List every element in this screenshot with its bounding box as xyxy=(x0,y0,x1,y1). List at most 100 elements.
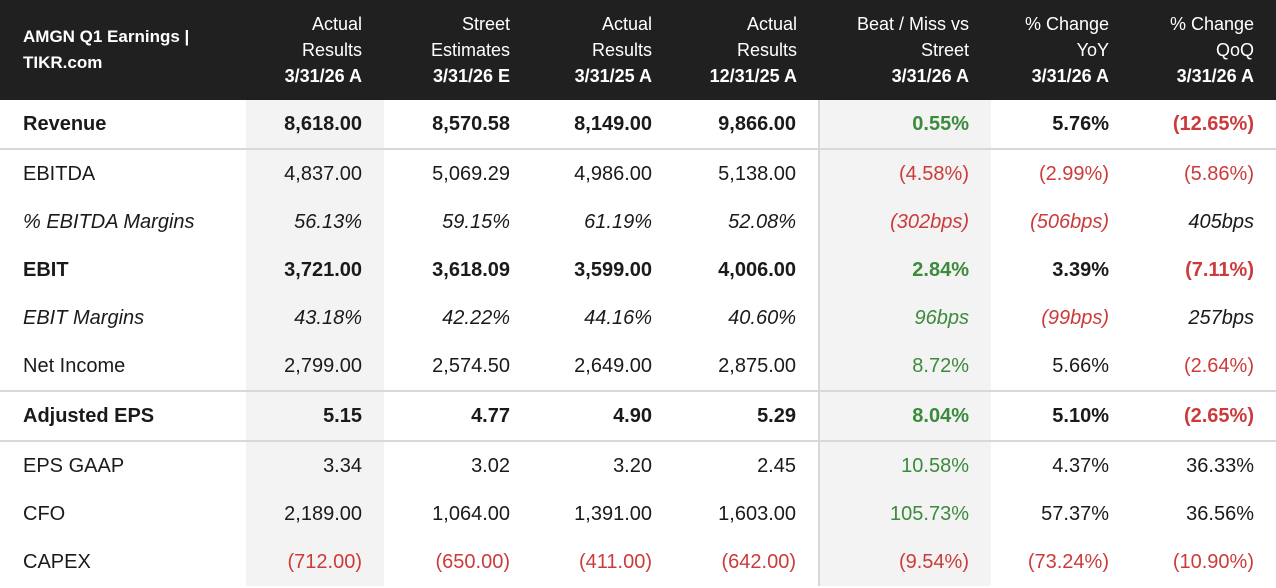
table-cell: 3.34 xyxy=(246,440,384,490)
table-cell: (9.54%) xyxy=(818,538,991,586)
row-label: EBITDA xyxy=(0,148,246,198)
table-row: CFO 2,189.00 1,064.00 1,391.00 1,603.00 105.7… xyxy=(0,490,1276,538)
table-cell: 8,149.00 xyxy=(574,112,652,135)
table-cell: 42.22% xyxy=(442,306,510,329)
table-cell: 61.19% xyxy=(584,210,652,233)
column-header-date: 3/31/26 E xyxy=(432,66,510,86)
table-cell: (7.11%) xyxy=(1185,258,1254,281)
table-row: CAPEX (712.00) (650.00) (411.00) (642.00) (9.… xyxy=(0,538,1276,586)
table-cell: 0.55% xyxy=(818,100,991,149)
table-cell: 10.58% xyxy=(818,440,991,490)
table-cell: 2,799.00 xyxy=(246,342,384,391)
table-cell: (302bps) xyxy=(818,198,991,246)
table-row: EBITDA 4,837.00 5,069.29 4,986.00 5,138.00 (4… xyxy=(0,148,1276,198)
table-header: AMGN Q1 Earnings | TIKR.com Actual Result… xyxy=(0,0,1276,100)
table-body: Revenue 8,618.00 8,570.58 8,149.00 9,866.00 0… xyxy=(0,100,1276,586)
table-cell: 59.15% xyxy=(442,210,510,233)
table-cell: 3.02 xyxy=(384,440,532,490)
row-label: Adjusted EPS xyxy=(0,390,246,441)
table-cell: 3.39% xyxy=(1052,258,1109,281)
table-cell: 405bps xyxy=(1188,210,1254,233)
row-label: CAPEX xyxy=(23,550,91,573)
table-cell: 57.37% xyxy=(1041,502,1109,525)
table-cell: 1,603.00 xyxy=(718,502,796,525)
column-header-line-1: % Change xyxy=(1169,14,1254,34)
table-cell: 1,391.00 xyxy=(574,502,652,525)
table-cell: 8.72% xyxy=(818,342,991,391)
table-cell: 8,570.58 xyxy=(432,112,510,135)
column-header-date: 3/31/26 A xyxy=(891,66,969,86)
column-header: Actual Results 3/31/25 A xyxy=(532,0,674,100)
column-header-line-2: Results xyxy=(591,40,652,60)
table-cell: (73.24%) xyxy=(1027,550,1109,573)
table-cell: 2.84% xyxy=(818,246,991,294)
table-cell: 4.77 xyxy=(384,390,532,441)
table-row: Net Income 2,799.00 2,574.50 2,649.00 2,875.… xyxy=(0,342,1276,391)
column-header: Beat / Miss vs Street 3/31/26 A xyxy=(819,0,991,100)
column-header-date: 12/31/25 A xyxy=(709,66,797,86)
table-cell: 5,138.00 xyxy=(674,148,819,198)
table-cell: 5.76% xyxy=(1052,112,1109,135)
row-label: % EBITDA Margins xyxy=(23,210,195,233)
table-row: EPS GAAP 3.34 3.02 3.20 2.45 10.58% 4.37% 36.33… xyxy=(0,440,1276,490)
table-cell: 43.18% xyxy=(246,294,384,342)
table-cell: 4,006.00 xyxy=(718,258,796,281)
column-header-date: 3/31/26 A xyxy=(1031,66,1109,86)
column-header-line-2: QoQ xyxy=(1215,40,1254,60)
table-cell: (712.00) xyxy=(246,538,384,586)
table-row: % EBITDA Margins 56.13% 59.15% 61.19% 52.08%… xyxy=(0,198,1276,246)
table-cell: (2.99%) xyxy=(991,148,1131,198)
table-cell: 1,064.00 xyxy=(432,502,510,525)
table-cell: (650.00) xyxy=(435,550,511,573)
column-header-line-2: Estimates xyxy=(430,40,510,60)
table-cell: 5.29 xyxy=(674,390,819,441)
table-cell: 105.73% xyxy=(818,490,991,538)
table-cell: 4,837.00 xyxy=(246,148,384,198)
table-cell: (99bps) xyxy=(1041,306,1109,329)
table-cell: (10.90%) xyxy=(1172,550,1254,573)
table-row: EBIT 3,721.00 3,618.09 3,599.00 4,006.00 2.84… xyxy=(0,246,1276,294)
column-header-line-1: Actual xyxy=(746,14,797,34)
table-cell: 2,875.00 xyxy=(718,354,796,377)
column-header-line-1: Beat / Miss vs xyxy=(856,14,969,34)
column-header-date: 3/31/26 A xyxy=(284,66,362,86)
table-cell: (506bps) xyxy=(1030,210,1109,233)
column-header-line-2: YoY xyxy=(1076,40,1109,60)
table-cell: (642.00) xyxy=(721,550,797,573)
row-label: Revenue xyxy=(23,112,107,135)
table-cell: 52.08% xyxy=(728,210,796,233)
table-cell: (4.58%) xyxy=(818,148,991,198)
column-header-line-2: Street xyxy=(920,40,969,60)
row-label: EBIT xyxy=(23,258,69,281)
table-cell: 3,599.00 xyxy=(574,258,652,281)
table-cell: 4,986.00 xyxy=(532,148,674,198)
table-cell: 96bps xyxy=(818,294,991,342)
table-cell: 36.56% xyxy=(1186,502,1254,525)
row-label: EBIT Margins xyxy=(23,306,145,329)
column-header: Actual Results 3/31/26 A xyxy=(246,0,384,100)
table-cell: 44.16% xyxy=(584,306,652,329)
table-cell: 9,866.00 xyxy=(718,112,796,135)
table-cell: 3,618.09 xyxy=(432,258,510,281)
row-label: Net Income xyxy=(23,354,126,377)
row-label: CFO xyxy=(23,502,66,525)
table-cell: 257bps xyxy=(1188,306,1254,329)
table-row: EBIT Margins 43.18% 42.22% 44.16% 40.60% 96bp… xyxy=(0,294,1276,342)
column-header-line-1: Street xyxy=(461,14,510,34)
column-header-date: 3/31/25 A xyxy=(574,66,652,86)
column-header-date: 3/31/26 A xyxy=(1176,66,1254,86)
column-header-line-2: Results xyxy=(301,40,362,60)
table-cell: 8,618.00 xyxy=(246,100,384,149)
column-header-line-1: % Change xyxy=(1024,14,1109,34)
title-line-2: TIKR.com xyxy=(23,53,103,72)
table-cell: 56.13% xyxy=(246,198,384,246)
table-cell: 2.45 xyxy=(674,440,819,490)
table-row: Adjusted EPS 5.15 4.77 4.90 5.29 8.04% 5.10% (2… xyxy=(0,390,1276,441)
table-cell: 5,069.29 xyxy=(384,148,532,198)
column-header: Street Estimates 3/31/26 E xyxy=(384,0,532,100)
table-cell: 2,189.00 xyxy=(246,490,384,538)
column-header: % Change QoQ 3/31/26 A xyxy=(1131,0,1276,100)
table-cell: 4.90 xyxy=(532,390,674,441)
